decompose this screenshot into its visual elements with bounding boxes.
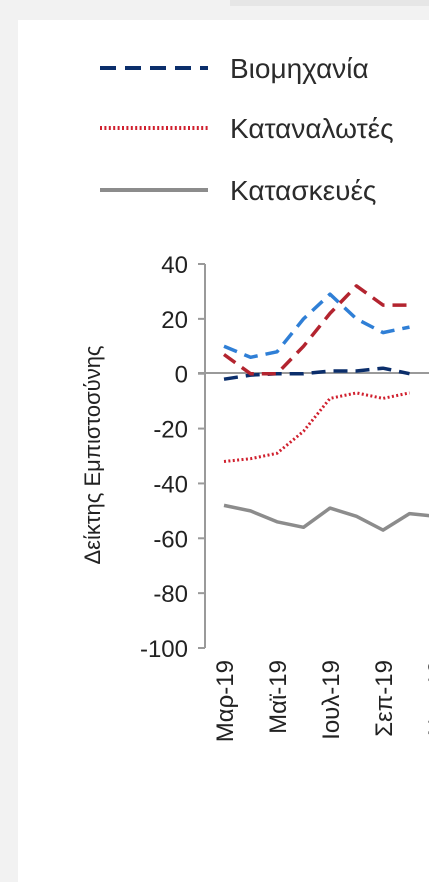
y-tick-label: 20	[161, 307, 188, 334]
chart-panel	[18, 20, 429, 882]
x-ticks: Μαρ-19 Μαϊ-19 Ιουλ-19 Σεπ-19 Νοε-19	[212, 660, 429, 742]
y-tick-label: -40	[153, 471, 188, 498]
series-line-2	[223, 503, 429, 532]
x-tick-label: Νοε-19	[424, 660, 429, 736]
series-layer	[222, 284, 429, 532]
y-tick-label: -20	[153, 417, 188, 444]
y-axis-title: Δείκτης Εμπιστοσύνης	[80, 345, 105, 564]
top-strip	[230, 0, 429, 6]
series-line-4	[222, 284, 410, 376]
y-tick-label: 0	[175, 362, 188, 389]
legend: Βιομηχανία Καταναλωτές Κατασκευές	[100, 53, 394, 206]
y-tick-label: -80	[153, 581, 188, 608]
series-line-1	[223, 391, 410, 463]
x-tick-label: Μαρ-19	[212, 660, 239, 742]
legend-label-construction: Κατασκευές	[230, 175, 376, 206]
x-tick-label: Μαϊ-19	[265, 660, 292, 734]
y-ticks: 40 20 0 -20 -40 -60 -80 -100	[140, 252, 205, 663]
series-line-0	[223, 366, 410, 381]
series-line-3	[223, 292, 410, 360]
y-tick-label: -60	[153, 526, 188, 553]
y-tick-label: 40	[161, 252, 188, 279]
legend-label-industry: Βιομηχανία	[230, 53, 369, 84]
y-tick-label: -100	[140, 636, 188, 663]
x-tick-label: Ιουλ-19	[318, 660, 345, 740]
x-tick-label: Σεπ-19	[371, 660, 398, 737]
legend-label-consumers: Καταναλωτές	[230, 113, 394, 144]
